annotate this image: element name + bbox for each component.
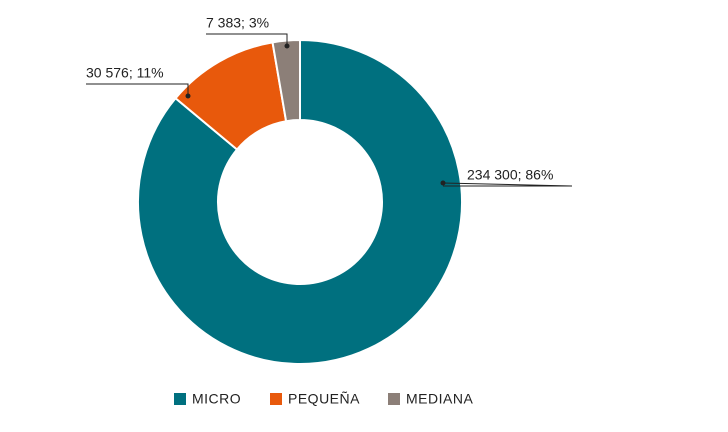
legend-swatch bbox=[174, 393, 186, 405]
leader-dot bbox=[440, 180, 446, 186]
slice bbox=[137, 38, 463, 365]
legend-swatch bbox=[388, 393, 400, 405]
data-label: 30 576; 11% bbox=[86, 65, 164, 81]
leader-line bbox=[206, 33, 288, 46]
legend-label: MEDIANA bbox=[406, 391, 473, 407]
leader-dot bbox=[284, 43, 290, 49]
data-label: 7 383; 3% bbox=[206, 15, 269, 31]
slice bbox=[271, 38, 301, 123]
legend-swatch bbox=[270, 393, 282, 405]
leader-line bbox=[86, 83, 189, 96]
legend-label: PEQUEÑA bbox=[288, 391, 360, 407]
leader-dot bbox=[185, 93, 191, 99]
legend-label: MICRO bbox=[192, 391, 241, 407]
leader-line bbox=[442, 182, 573, 187]
data-label: 234 300; 86% bbox=[467, 167, 553, 183]
